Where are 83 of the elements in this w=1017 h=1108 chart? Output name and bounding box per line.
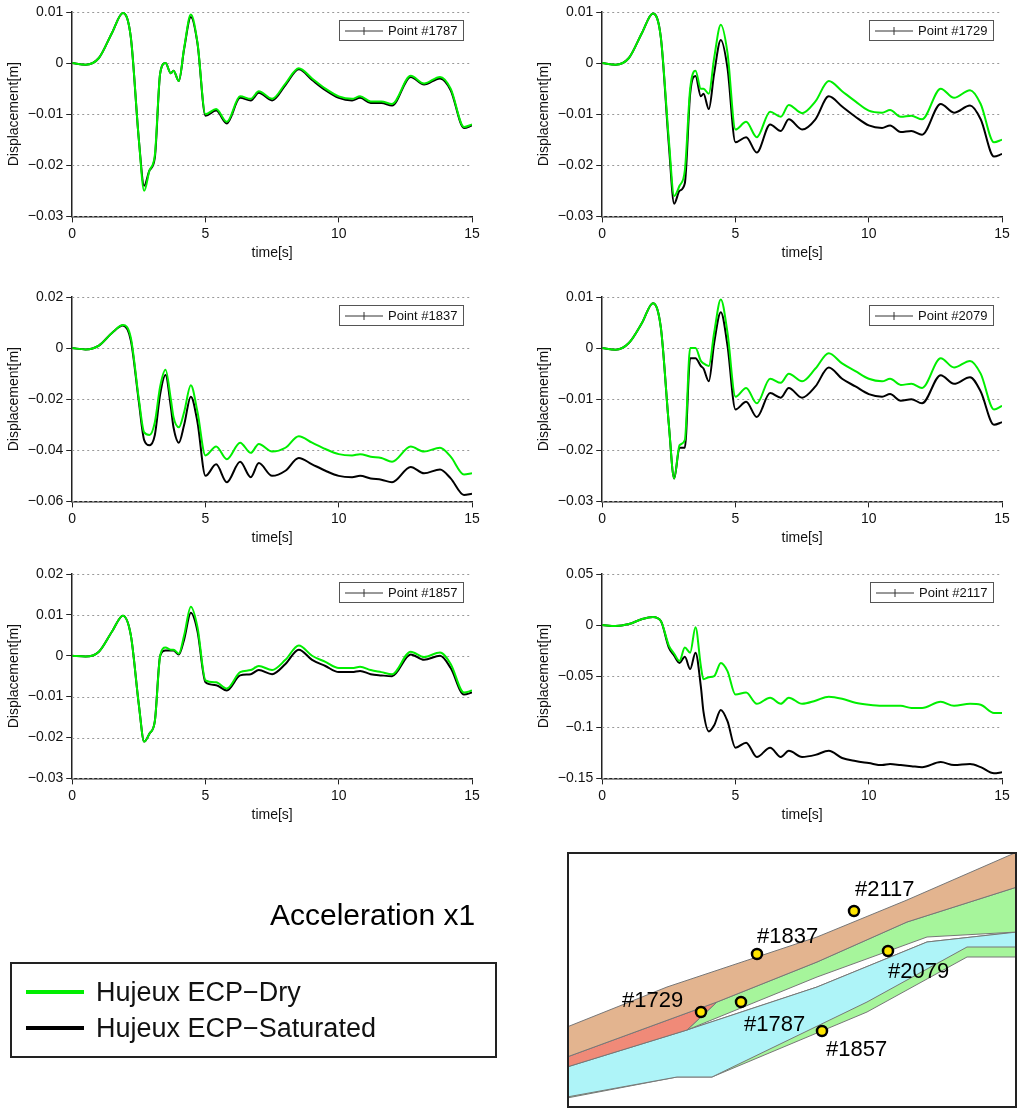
y-tick-label: 0 <box>55 646 64 663</box>
x-tick-label: 10 <box>330 224 347 241</box>
x-axis-title: time[s] <box>251 244 293 261</box>
x-tick-label: 10 <box>860 786 877 803</box>
y-tick-label: −0.1 <box>565 718 594 735</box>
text: #1857 <box>826 1036 888 1062</box>
y-tick-label: −0.02 <box>557 441 594 458</box>
x-axis-title: time[s] <box>781 244 823 261</box>
y-tick-label: −0.02 <box>27 728 64 745</box>
y-tick-label: −0.01 <box>27 687 64 704</box>
x-tick-label: 0 <box>598 509 607 526</box>
x-tick-label: 0 <box>68 224 77 241</box>
y-tick-label: 0.02 <box>35 564 64 581</box>
x-tick-label: 5 <box>201 786 210 803</box>
x-tick-label: 15 <box>994 224 1010 241</box>
x-tick-label: 5 <box>731 509 740 526</box>
x-tick-label: 5 <box>731 786 740 803</box>
y-tick-label: −0.05 <box>557 667 594 684</box>
y-tick-label: −0.02 <box>27 390 64 407</box>
y-tick-label: −0.03 <box>27 207 64 224</box>
x-tick-label: 15 <box>464 786 480 803</box>
x-tick-label: 15 <box>464 509 480 526</box>
x-tick-label: 5 <box>201 509 210 526</box>
x-tick-label: 10 <box>330 786 347 803</box>
y-tick-label: −0.15 <box>557 769 594 786</box>
x-tick-label: 5 <box>731 224 740 241</box>
caption-frame: Point #1787 <box>339 20 465 41</box>
x-tick-label: 10 <box>860 509 877 526</box>
text: #2079 <box>888 958 950 984</box>
x-axis-title: time[s] <box>251 806 293 823</box>
x-axis-title: time[s] <box>251 529 293 546</box>
text: #1837 <box>757 923 819 949</box>
x-tick-label: 0 <box>68 786 77 803</box>
y-tick-label: 0 <box>585 53 594 70</box>
y-tick-label: 0.02 <box>35 287 64 304</box>
y-tick-label: 0.01 <box>565 2 594 19</box>
x-axis-title: time[s] <box>781 529 823 546</box>
caption-frame: Point #1857 <box>339 582 465 603</box>
x-tick-label: 15 <box>994 509 1010 526</box>
x-axis-title: time[s] <box>781 806 823 823</box>
x-tick-label: 15 <box>464 224 480 241</box>
y-tick-label: 0 <box>585 615 594 632</box>
y-axis-title: Displacement[m] <box>5 62 22 167</box>
y-axis-title: Displacement[m] <box>5 624 22 729</box>
y-tick-label: −0.01 <box>557 390 594 407</box>
legend-label: Hujeux ECP−Saturated <box>96 1012 376 1045</box>
y-axis-title: Displacement[m] <box>535 347 552 452</box>
y-tick-label: −0.02 <box>557 156 594 173</box>
y-axis-title: Displacement[m] <box>535 62 552 167</box>
caption-frame: Point #2079 <box>869 305 995 326</box>
text: Acceleration x1 <box>270 898 476 932</box>
x-tick-label: 0 <box>68 509 77 526</box>
y-tick-label: −0.04 <box>27 441 64 458</box>
y-tick-label: −0.02 <box>27 156 64 173</box>
y-tick-label: −0.03 <box>557 492 594 509</box>
y-tick-label: 0.01 <box>35 2 64 19</box>
y-tick-label: 0.01 <box>565 287 594 304</box>
text: #1729 <box>622 987 684 1013</box>
caption-frame: Point #1837 <box>339 305 465 326</box>
y-tick-label: −0.01 <box>27 105 64 122</box>
caption-frame: Point #1729 <box>869 20 995 41</box>
y-tick-label: 0 <box>55 53 64 70</box>
text: #1787 <box>744 1011 806 1037</box>
caption-frame: Point #2117 <box>870 582 995 603</box>
y-axis-title: Displacement[m] <box>535 624 552 729</box>
y-tick-label: −0.06 <box>27 492 64 509</box>
y-tick-label: −0.03 <box>27 769 64 786</box>
x-tick-label: 0 <box>598 786 607 803</box>
y-tick-label: −0.03 <box>557 207 594 224</box>
x-tick-label: 15 <box>994 786 1010 803</box>
x-tick-label: 10 <box>860 224 877 241</box>
x-tick-label: 5 <box>201 224 210 241</box>
legend-label: Hujeux ECP−Dry <box>96 976 301 1009</box>
line-series <box>602 615 1002 714</box>
y-tick-label: 0 <box>55 338 64 355</box>
text: #2117 <box>855 876 915 902</box>
y-axis-title: Displacement[m] <box>5 347 22 452</box>
y-tick-label: 0.05 <box>565 564 594 581</box>
x-tick-label: 0 <box>598 224 607 241</box>
y-tick-label: 0.01 <box>35 605 64 622</box>
x-tick-label: 10 <box>330 509 347 526</box>
y-tick-label: 0 <box>585 338 594 355</box>
y-tick-label: −0.01 <box>557 105 594 122</box>
